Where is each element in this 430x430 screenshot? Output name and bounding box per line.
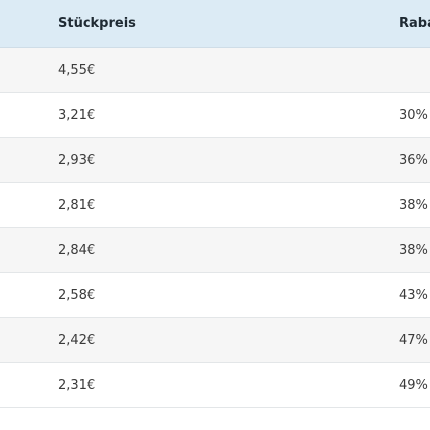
header-cell[interactable]: Rabatt	[399, 16, 430, 31]
table-row: 3,21€ 30%	[0, 93, 430, 138]
table-row: 2,58€ 43%	[0, 273, 430, 318]
table-cell: 38%	[399, 242, 428, 258]
table-cell: 38%	[399, 197, 428, 213]
table-cell: 49%	[399, 377, 428, 393]
table-row: 2,31€ 49%	[0, 363, 430, 408]
table-cell: 3,21€	[58, 107, 96, 123]
table-cell: 4,55€	[58, 62, 96, 78]
table-cell: 2,42€	[58, 332, 96, 348]
table-cell: 43%	[399, 287, 428, 303]
table-row: 2,84€ 38%	[0, 228, 430, 273]
table-row: 2,42€ 47%	[0, 318, 430, 363]
table-cell: 2,93€	[58, 152, 96, 168]
header-row: Stückpreis Rabatt	[0, 0, 430, 48]
table-row: 2,81€ 38%	[0, 183, 430, 228]
table-cell: 2,84€	[58, 242, 96, 258]
table-cell: 2,31€	[58, 377, 96, 393]
table-cell: 47%	[399, 332, 428, 348]
table-cell: 36%	[399, 152, 428, 168]
table-cell: 2,58€	[58, 287, 96, 303]
table-cell: 30%	[399, 107, 428, 123]
header-cell[interactable]: Stückpreis	[58, 16, 136, 31]
table-row: 4,55€	[0, 48, 430, 93]
table-cell: 2,81€	[58, 197, 96, 213]
table-row: 2,93€ 36%	[0, 138, 430, 183]
